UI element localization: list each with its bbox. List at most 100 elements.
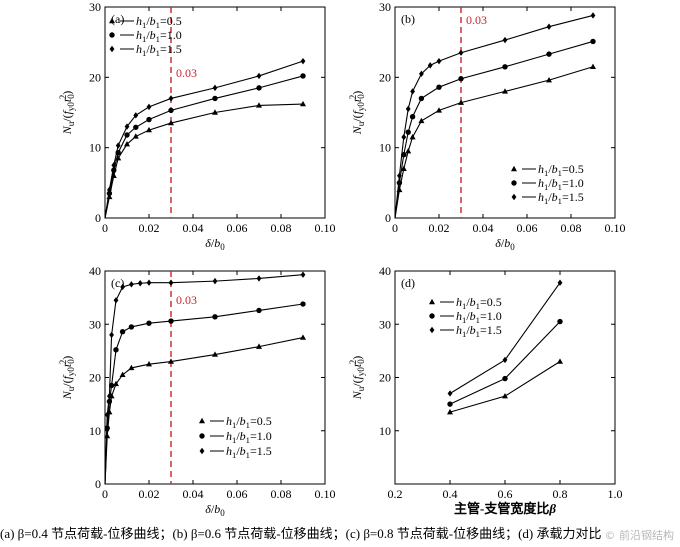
data-point [590, 63, 596, 69]
data-point [256, 72, 262, 80]
reference-line-label: 0.03 [176, 293, 197, 307]
x-tick-label: 0.08 [271, 221, 292, 235]
series-2 [447, 318, 563, 407]
data-point [133, 112, 139, 119]
x-axis-label: δ/b0 [205, 236, 225, 252]
legend-label: h1/b1=1.5 [226, 444, 272, 460]
data-point [256, 85, 262, 91]
data-point [111, 162, 117, 169]
data-point [557, 358, 563, 364]
data-point [212, 351, 218, 357]
data-point [128, 364, 135, 371]
data-point [436, 57, 442, 65]
panel-d: 0.2 0.4 0.6 0.8 1.010203040(d)h1/b1=0.5h1/b1… [348, 264, 623, 516]
x-tick-label: 0.10 [315, 221, 336, 235]
data-point [502, 375, 508, 382]
series-line [394, 14, 594, 219]
x-tick-label: 0.06 [227, 487, 248, 501]
data-point [113, 297, 119, 304]
data-point [502, 392, 508, 399]
data-point [146, 279, 152, 286]
x-tick-label: 0.08 [271, 487, 292, 501]
data-point [137, 280, 143, 287]
series-line [449, 361, 561, 413]
x-axis-label: δ/b0 [205, 502, 225, 518]
series-1 [104, 334, 306, 485]
x-tick-label: 0.06 [517, 221, 538, 235]
figure-canvas: 0 0.02 0.04 0.06 0.08 0.10 0 10 20 30 (a) 0.03 h1/b1… [58, 0, 626, 518]
data-point [146, 103, 152, 111]
data-point [409, 114, 416, 120]
y-tick-label: 0 [95, 211, 101, 225]
data-point [447, 401, 453, 407]
data-point [113, 347, 119, 353]
series-line [104, 103, 304, 219]
y-axis-label: Nu/(fy0t02) [58, 356, 76, 401]
series-3 [394, 12, 596, 219]
legend-label: h1/b1=1.0 [538, 176, 584, 192]
data-point [256, 275, 262, 282]
data-point [300, 100, 306, 107]
y-tick-label: 20 [89, 70, 101, 84]
data-point [104, 411, 110, 418]
data-point [146, 360, 152, 367]
data-point [107, 186, 112, 194]
x-tick-label: 0.02 [429, 221, 450, 235]
data-point [458, 49, 464, 56]
x-tick-label: 0.04 [183, 221, 204, 235]
legend-label: h1/b1=1.0 [136, 28, 182, 44]
legend-marker [199, 417, 205, 424]
x-axis-label: δ/b0 [495, 236, 515, 252]
data-point [132, 133, 139, 139]
data-point [256, 102, 262, 108]
data-point [410, 88, 415, 95]
data-point [124, 132, 130, 138]
data-point [120, 283, 125, 291]
data-point [212, 95, 218, 102]
y-tick-label: 30 [89, 0, 101, 14]
legend: h1/b1=0.5h1/b1=1.0h1/b1=1.5 [199, 414, 272, 460]
x-tick-label: 0.02 [139, 221, 160, 235]
legend-label: h1/b1=0.5 [226, 414, 272, 430]
series-line [104, 60, 304, 219]
y-tick-label: 20 [89, 371, 101, 385]
series-1 [104, 100, 306, 219]
legend-marker [511, 165, 517, 172]
data-point [447, 408, 453, 415]
y-tick-label: 40 [89, 264, 101, 278]
data-point [409, 133, 416, 140]
series-3 [104, 271, 306, 485]
series-line [104, 274, 304, 485]
legend: h1/b1=0.5h1/b1=1.0h1/b1=1.5 [511, 162, 584, 206]
y-tick-label: 10 [379, 141, 391, 155]
data-point [546, 51, 552, 57]
legend-marker [109, 32, 115, 38]
x-tick-label: 0.06 [227, 221, 248, 235]
data-point [168, 358, 174, 364]
data-point [168, 119, 174, 126]
x-tick-label: 0.04 [473, 221, 494, 235]
legend-label: h1/b1=0.5 [538, 162, 584, 178]
data-point [405, 147, 412, 154]
legend-label: h1/b1=1.5 [136, 42, 182, 58]
data-point [115, 142, 121, 149]
reference-line-label: 0.03 [176, 66, 197, 80]
legend-marker [199, 447, 205, 455]
data-point [436, 84, 442, 90]
data-point [212, 277, 218, 285]
legend: h1/b1=0.5h1/b1=1.0h1/b1=1.5 [109, 14, 182, 58]
data-point [133, 124, 139, 130]
data-point [113, 380, 119, 387]
plot-frame [104, 6, 326, 219]
data-point [502, 64, 508, 70]
data-point [418, 95, 425, 102]
data-point [124, 140, 130, 147]
y-tick-label: 30 [89, 317, 101, 331]
series-line [104, 303, 304, 485]
legend-marker [429, 326, 435, 334]
data-point [106, 398, 113, 405]
panel-label: (a) [111, 12, 124, 26]
legend-label: h1/b1=0.5 [456, 295, 502, 311]
x-tick-label: 0 [102, 487, 108, 501]
data-point [256, 343, 262, 349]
